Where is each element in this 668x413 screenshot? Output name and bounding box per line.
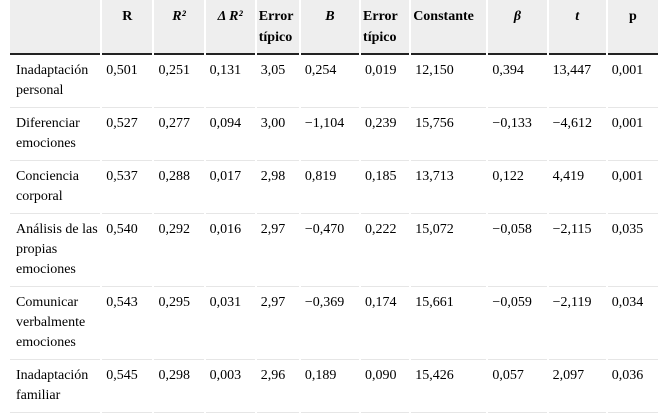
cell: 0,017 bbox=[205, 161, 255, 214]
cell: 0,131 bbox=[205, 55, 255, 108]
header-cell: Error típico bbox=[361, 0, 410, 55]
cell: 0,527 bbox=[102, 108, 153, 161]
cell: 2,97 bbox=[256, 214, 299, 287]
cell: −4,612 bbox=[548, 108, 606, 161]
cell: 0,122 bbox=[488, 161, 547, 214]
row-label: Inadaptación familiar bbox=[10, 360, 101, 413]
cell: 13,713 bbox=[411, 161, 487, 214]
cell: 2,98 bbox=[256, 161, 299, 214]
table-row: Conciencia corporal 0,537 0,288 0,017 2,98 0,… bbox=[10, 161, 658, 214]
cell: 0,501 bbox=[102, 55, 153, 108]
table-row: Inadaptación familiar 0,545 0,298 0,003 2,96… bbox=[10, 360, 658, 413]
cell: 0,034 bbox=[607, 287, 658, 360]
cell: −0,058 bbox=[488, 214, 547, 287]
cell: 0,185 bbox=[361, 161, 410, 214]
results-table: R R² Δ R² Error típico B Error típico Constant… bbox=[8, 0, 660, 413]
cell: 0,057 bbox=[488, 360, 547, 413]
table-row: Inadaptación personal 0,501 0,251 0,131 3,05… bbox=[10, 55, 658, 108]
cell: 0,394 bbox=[488, 55, 547, 108]
cell: 0,094 bbox=[205, 108, 255, 161]
table-row: Comunicar verbalmente emociones 0,543 0,29… bbox=[10, 287, 658, 360]
cell: 0,545 bbox=[102, 360, 153, 413]
cell: 0,189 bbox=[300, 360, 360, 413]
cell: 0,298 bbox=[154, 360, 204, 413]
cell: 0,001 bbox=[607, 108, 658, 161]
cell: 0,277 bbox=[154, 108, 204, 161]
header-cell: B bbox=[300, 0, 360, 55]
cell: 0,001 bbox=[607, 55, 658, 108]
table-body: Inadaptación personal 0,501 0,251 0,131 3,05… bbox=[10, 55, 658, 413]
header-cell: Error típico bbox=[256, 0, 299, 55]
cell: 0,019 bbox=[361, 55, 410, 108]
table-row: Análisis de las propias emociones 0,540 0,… bbox=[10, 214, 658, 287]
cell: 0,543 bbox=[102, 287, 153, 360]
cell: 15,426 bbox=[411, 360, 487, 413]
cell: 15,072 bbox=[411, 214, 487, 287]
cell: 0,295 bbox=[154, 287, 204, 360]
cell: 0,540 bbox=[102, 214, 153, 287]
cell: 3,00 bbox=[256, 108, 299, 161]
row-label: Conciencia corporal bbox=[10, 161, 101, 214]
cell: −0,470 bbox=[300, 214, 360, 287]
table-row: Diferenciar emociones 0,527 0,277 0,094 3,00… bbox=[10, 108, 658, 161]
cell: 0,292 bbox=[154, 214, 204, 287]
header-cell: Δ R² bbox=[205, 0, 255, 55]
cell: 12,150 bbox=[411, 55, 487, 108]
cell: 0,222 bbox=[361, 214, 410, 287]
cell: −2,119 bbox=[548, 287, 606, 360]
cell: 0,251 bbox=[154, 55, 204, 108]
cell: 0,288 bbox=[154, 161, 204, 214]
row-label: Comunicar verbalmente emociones bbox=[10, 287, 101, 360]
cell: −2,115 bbox=[548, 214, 606, 287]
cell: 0,031 bbox=[205, 287, 255, 360]
cell: 3,05 bbox=[256, 55, 299, 108]
cell: 0,174 bbox=[361, 287, 410, 360]
cell: −0,133 bbox=[488, 108, 547, 161]
cell: 0,035 bbox=[607, 214, 658, 287]
row-label: Inadaptación personal bbox=[10, 55, 101, 108]
cell: −1,104 bbox=[300, 108, 360, 161]
header-cell bbox=[10, 0, 101, 55]
row-label: Análisis de las propias emociones bbox=[10, 214, 101, 287]
header-cell: p bbox=[607, 0, 658, 55]
cell: −0,059 bbox=[488, 287, 547, 360]
cell: 0,016 bbox=[205, 214, 255, 287]
header-row: R R² Δ R² Error típico B Error típico Constant… bbox=[10, 0, 658, 55]
cell: 15,661 bbox=[411, 287, 487, 360]
cell: 0,090 bbox=[361, 360, 410, 413]
header-cell: R² bbox=[154, 0, 204, 55]
header-cell: β bbox=[488, 0, 547, 55]
cell: 0,537 bbox=[102, 161, 153, 214]
cell: 4,419 bbox=[548, 161, 606, 214]
cell: 0,036 bbox=[607, 360, 658, 413]
cell: 0,254 bbox=[300, 55, 360, 108]
cell: −0,369 bbox=[300, 287, 360, 360]
cell: 2,097 bbox=[548, 360, 606, 413]
header-cell: R bbox=[102, 0, 153, 55]
row-label: Diferenciar emociones bbox=[10, 108, 101, 161]
cell: 0,003 bbox=[205, 360, 255, 413]
cell: 0,819 bbox=[300, 161, 360, 214]
cell: 15,756 bbox=[411, 108, 487, 161]
header-cell: Constante bbox=[411, 0, 487, 55]
header-cell: t bbox=[548, 0, 606, 55]
cell: 2,96 bbox=[256, 360, 299, 413]
cell: 2,97 bbox=[256, 287, 299, 360]
cell: 0,001 bbox=[607, 161, 658, 214]
cell: 0,239 bbox=[361, 108, 410, 161]
cell: 13,447 bbox=[548, 55, 606, 108]
